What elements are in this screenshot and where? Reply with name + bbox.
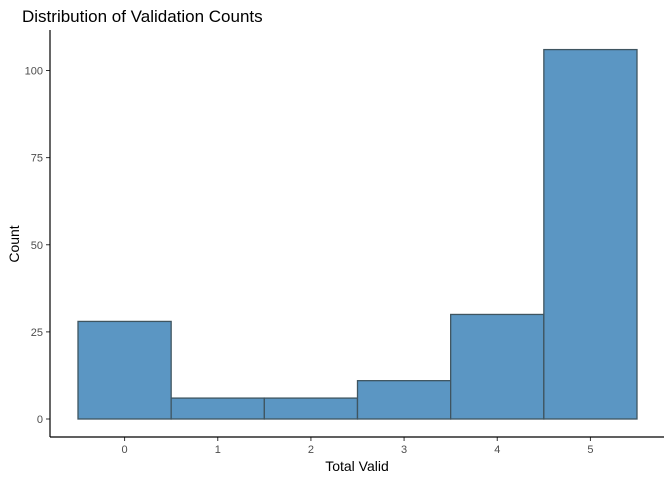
bar-3 bbox=[356, 380, 452, 420]
y-tick-label: 50 bbox=[31, 240, 43, 252]
y-tick-label: 25 bbox=[31, 327, 43, 339]
bar-4 bbox=[450, 313, 545, 420]
chart-title: Distribution of Validation Counts bbox=[22, 7, 263, 26]
x-axis-title: Total Valid bbox=[325, 458, 389, 474]
x-axis-ticks: 0 1 2 3 4 5 bbox=[122, 437, 593, 456]
bar-1 bbox=[170, 397, 265, 420]
bar-0 bbox=[77, 320, 172, 420]
bar-2 bbox=[263, 397, 359, 420]
bar-5 bbox=[543, 48, 638, 420]
y-axis-ticks: 0 25 50 75 100 bbox=[25, 66, 50, 426]
y-tick-label: 100 bbox=[25, 66, 43, 78]
x-tick-label: 5 bbox=[587, 444, 593, 456]
x-tick-label: 2 bbox=[308, 444, 314, 456]
y-tick-label: 0 bbox=[37, 414, 43, 426]
x-tick-label: 0 bbox=[122, 444, 128, 456]
y-axis-title: Count bbox=[6, 225, 22, 262]
y-tick-label: 75 bbox=[31, 153, 43, 165]
x-tick-label: 3 bbox=[401, 444, 407, 456]
x-tick-label: 1 bbox=[215, 444, 221, 456]
bars-group bbox=[77, 48, 638, 420]
x-tick-label: 4 bbox=[494, 444, 500, 456]
